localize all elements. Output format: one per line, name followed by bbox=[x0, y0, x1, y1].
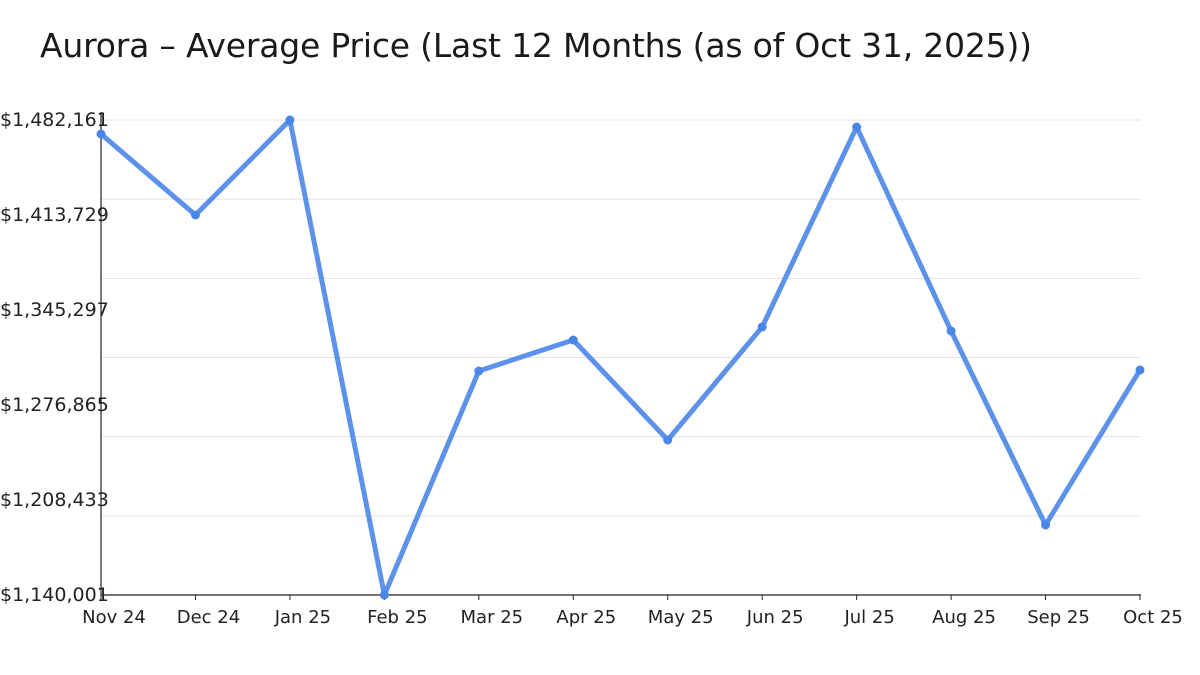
x-tick-label: Apr 25 bbox=[556, 607, 616, 628]
y-tick-label: $1,140,001 bbox=[0, 584, 109, 606]
x-tick-label: Jun 25 bbox=[746, 607, 804, 628]
data-point[interactable] bbox=[663, 435, 673, 445]
data-point[interactable] bbox=[474, 366, 484, 376]
y-tick-label: $1,208,433 bbox=[0, 489, 109, 511]
gridlines bbox=[101, 119, 1141, 517]
x-tick-label: Oct 25 bbox=[1123, 607, 1183, 628]
x-tick-label: Feb 25 bbox=[367, 607, 428, 628]
chart-title: Aurora – Average Price (Last 12 Months (… bbox=[40, 26, 1032, 65]
data-point[interactable] bbox=[96, 129, 106, 139]
x-tick-label: Aug 25 bbox=[932, 607, 996, 628]
y-tick-label: $1,413,729 bbox=[0, 204, 109, 226]
x-tick-label: Nov 24 bbox=[82, 607, 146, 628]
data-point[interactable] bbox=[946, 326, 956, 336]
x-axis-labels: Nov 24 Dec 24 Jan 25 Feb 25 Mar 25 Apr 25 May … bbox=[82, 607, 1183, 628]
data-point[interactable] bbox=[379, 590, 389, 600]
x-tick-label: Jan 25 bbox=[274, 607, 331, 628]
y-tick-label: $1,482,161 bbox=[0, 109, 109, 131]
data-point[interactable] bbox=[1041, 520, 1051, 530]
x-tick-label: May 25 bbox=[648, 607, 714, 628]
data-point[interactable] bbox=[190, 210, 200, 220]
x-tick-label: Mar 25 bbox=[461, 607, 524, 628]
x-tick-label: Dec 24 bbox=[177, 607, 240, 628]
data-point[interactable] bbox=[285, 115, 295, 125]
x-tick-label: Jul 25 bbox=[843, 607, 894, 628]
x-tick-label: Sep 25 bbox=[1027, 607, 1090, 628]
data-point[interactable] bbox=[757, 322, 767, 332]
data-point[interactable] bbox=[852, 122, 862, 132]
data-point[interactable] bbox=[1135, 365, 1145, 375]
y-tick-label: $1,276,865 bbox=[0, 394, 109, 416]
series-line bbox=[98, 117, 1143, 598]
y-axis-labels: $1,140,001 $1,208,433 $1,276,865 $1,345,297… bbox=[0, 109, 109, 606]
data-series bbox=[96, 115, 1145, 600]
data-point[interactable] bbox=[568, 335, 578, 345]
axes bbox=[100, 112, 1141, 600]
y-tick-label: $1,345,297 bbox=[0, 299, 109, 321]
